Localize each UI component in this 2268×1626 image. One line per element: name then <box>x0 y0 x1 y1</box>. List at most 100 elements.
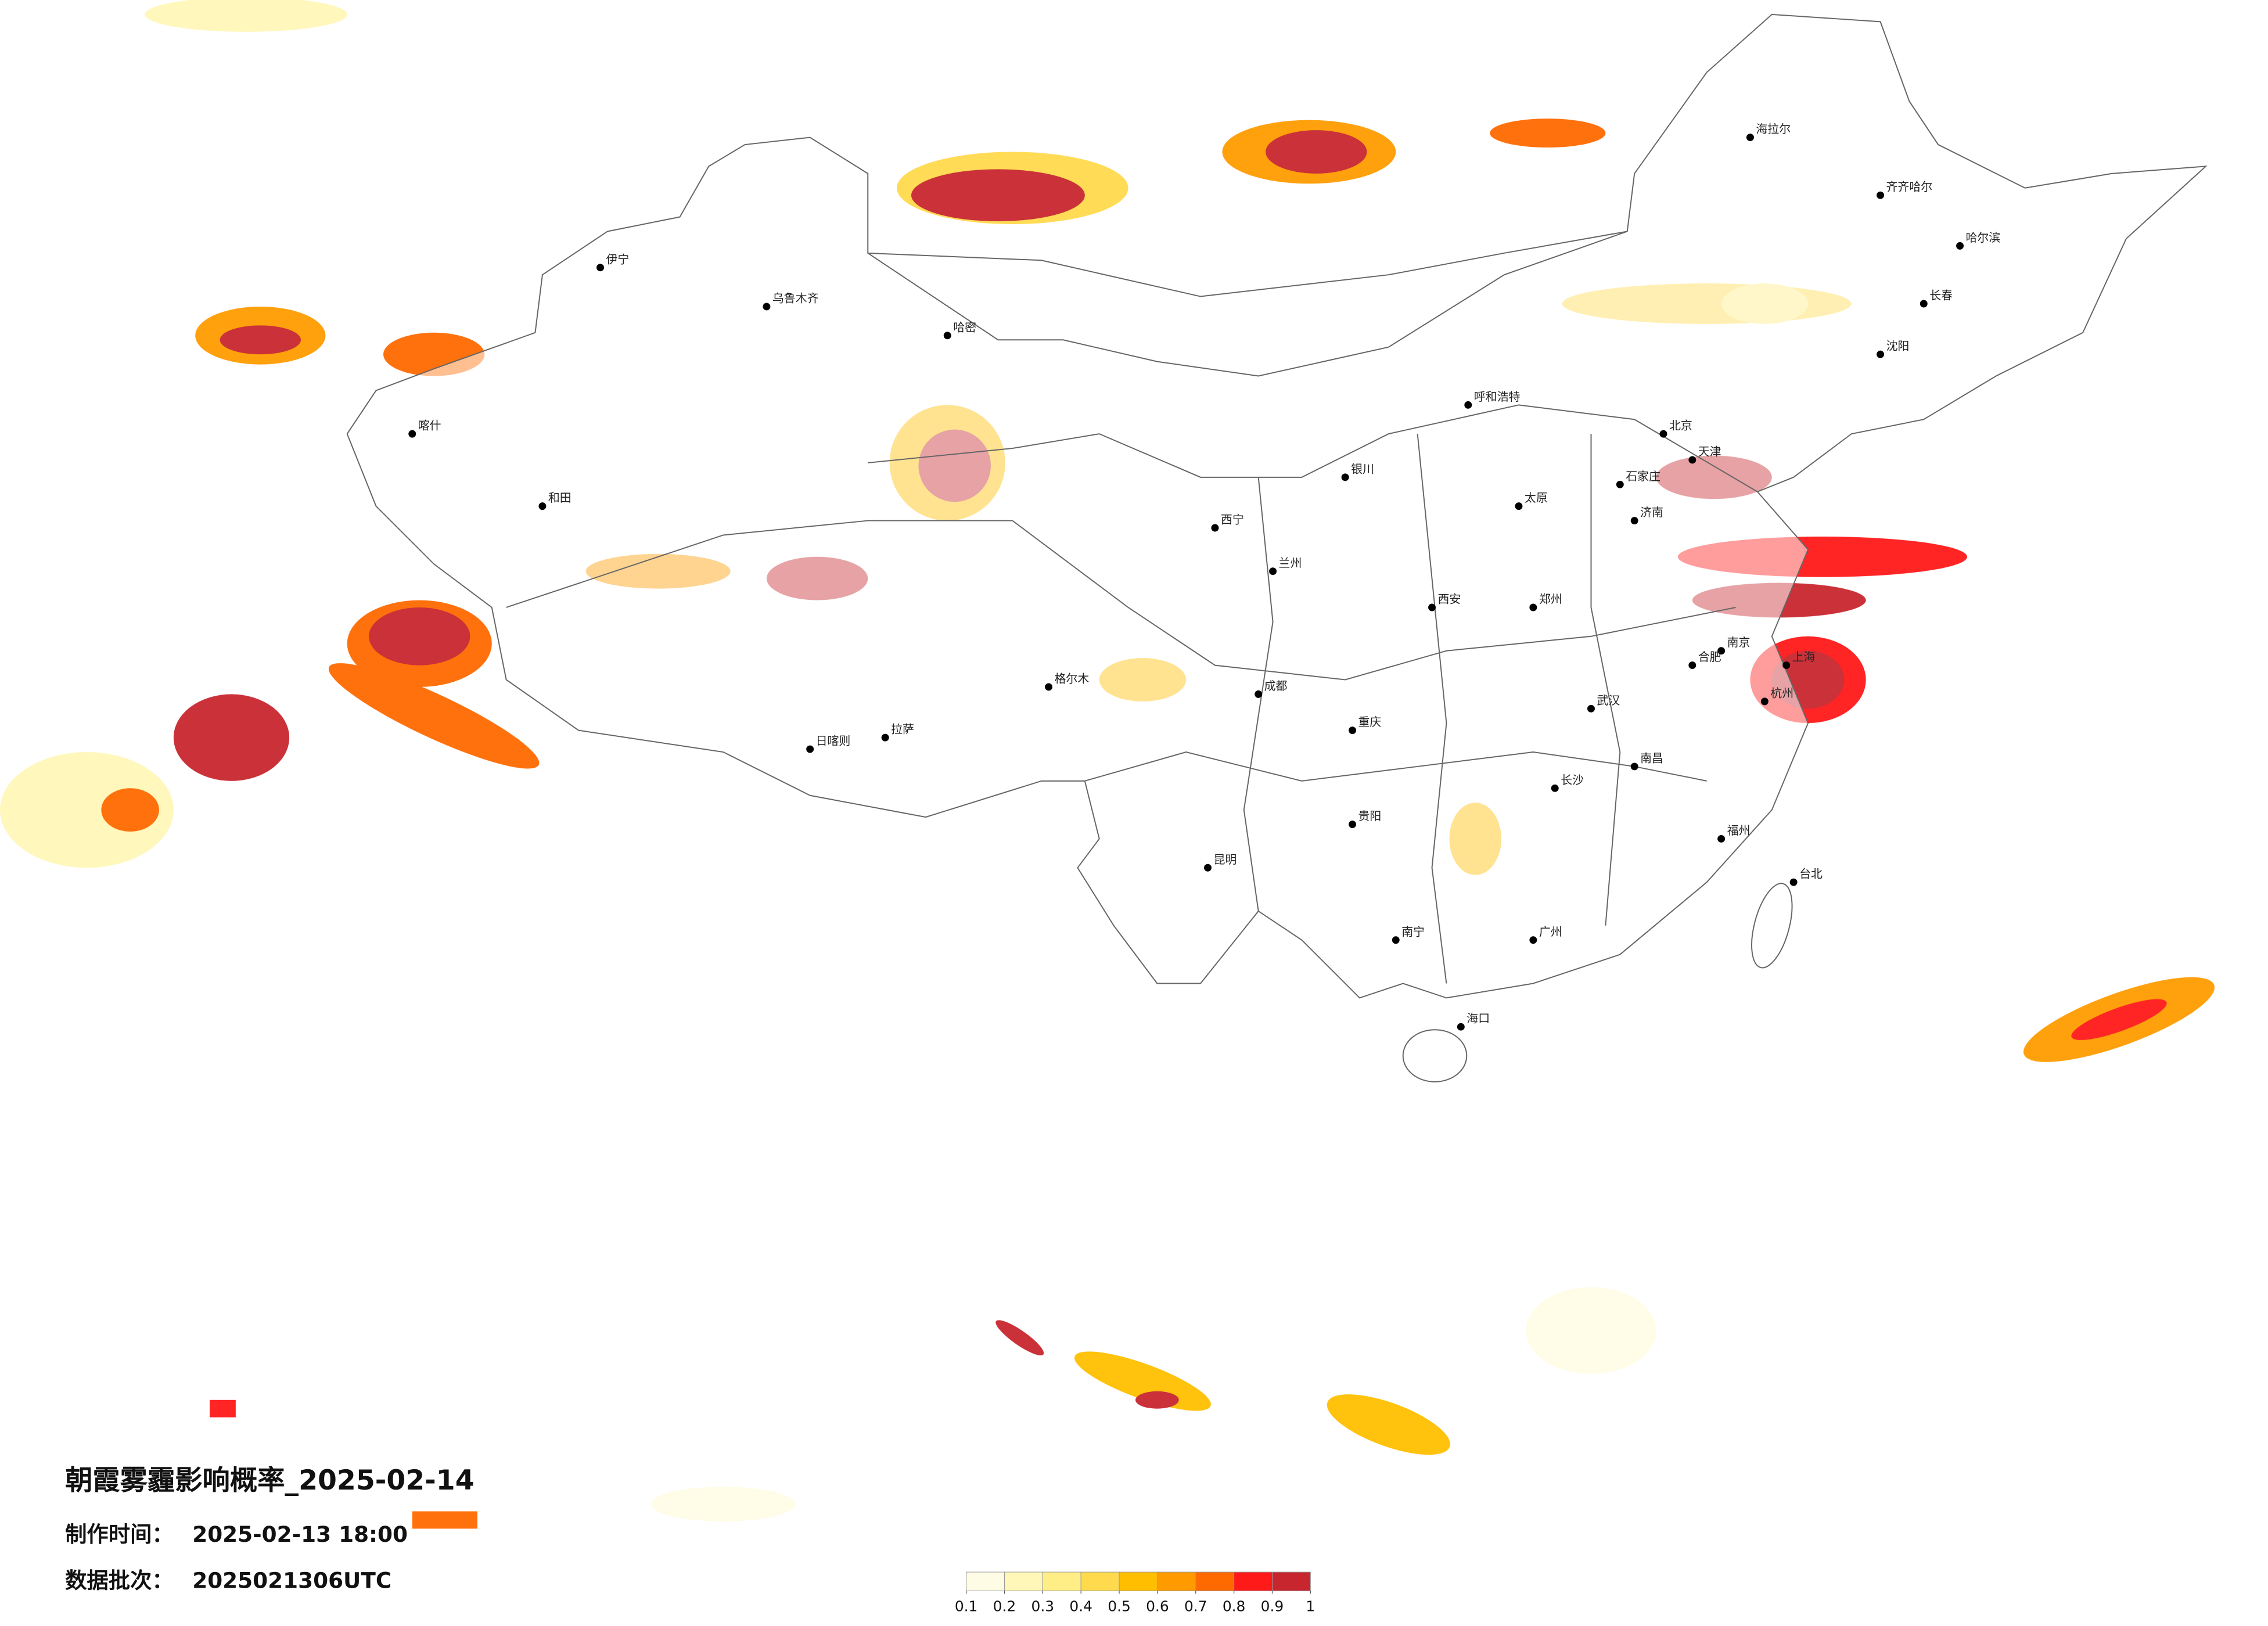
made-label: 制作时间： <box>65 1521 174 1547</box>
city-label: 太原 <box>1525 491 1548 505</box>
city-dot <box>1255 690 1263 698</box>
city-dot <box>1630 517 1638 525</box>
city-label: 南昌 <box>1640 751 1663 765</box>
city-label: 海拉尔 <box>1756 123 1791 136</box>
city-label: 郑州 <box>1539 593 1562 606</box>
city-dot <box>1211 524 1219 532</box>
legend-tick-label: 0.8 <box>1223 1598 1246 1614</box>
batch-value: 2025021306UTC <box>192 1567 391 1593</box>
city-dot <box>1630 762 1638 771</box>
city-label: 沈阳 <box>1886 340 1910 353</box>
city-label: 上海 <box>1792 650 1816 664</box>
city-label: 喀什 <box>418 419 441 433</box>
city-dot <box>1877 191 1885 199</box>
legend-tick-label: 1 <box>1306 1598 1315 1614</box>
city-label: 贵阳 <box>1358 810 1382 823</box>
city-label: 武汉 <box>1597 694 1620 707</box>
legend-swatch <box>1080 1571 1120 1591</box>
city-label: 乌鲁木齐 <box>772 292 819 305</box>
city-dot <box>1428 603 1436 611</box>
city-label: 日喀则 <box>816 735 851 748</box>
legend-tick-label: 0.2 <box>993 1598 1016 1614</box>
city-label: 齐齐哈尔 <box>1886 181 1933 194</box>
city-dot <box>806 745 814 753</box>
city-dot <box>763 303 771 311</box>
legend-tick-label: 0.6 <box>1146 1598 1169 1614</box>
city-dot <box>1956 242 1964 250</box>
city-dot <box>1349 821 1357 829</box>
city-dot <box>1789 878 1798 886</box>
city-label: 福州 <box>1727 824 1751 837</box>
city-dot <box>1551 784 1559 792</box>
legend-swatch <box>1004 1571 1043 1591</box>
city-layer: 北京天津上海广州重庆成都西安武汉拉萨乌鲁木齐哈尔滨长春沈阳郑州济南南京杭州福州南… <box>408 123 2000 1031</box>
legend-swatch <box>1195 1571 1235 1591</box>
city-label: 兰州 <box>1279 556 1302 570</box>
city-label: 长沙 <box>1561 774 1584 787</box>
city-dot <box>1782 661 1791 670</box>
city-label: 成都 <box>1264 679 1288 693</box>
map-title: 朝霞雾霾影响概率_2025-02-14 <box>65 1465 475 1497</box>
city-label: 广州 <box>1539 925 1562 938</box>
legend-tick-label: 0.7 <box>1184 1598 1207 1614</box>
legend-tick-label: 0.9 <box>1261 1598 1284 1614</box>
city-dot <box>1920 300 1928 308</box>
city-label: 台北 <box>1799 868 1823 881</box>
city-label: 拉萨 <box>891 723 914 736</box>
made-value: 2025-02-13 18:00 <box>192 1521 408 1547</box>
city-dot <box>1717 647 1726 655</box>
city-dot <box>1717 834 1726 843</box>
city-dot <box>1392 936 1400 944</box>
city-label: 北京 <box>1669 419 1692 433</box>
legend-swatch <box>1042 1571 1081 1591</box>
city-dot <box>1529 936 1537 944</box>
batch-label: 数据批次： <box>65 1567 174 1593</box>
city-label: 银川 <box>1351 462 1374 476</box>
city-label: 杭州 <box>1770 686 1793 700</box>
city-label: 合肥 <box>1698 650 1721 664</box>
legend-swatch <box>1234 1571 1273 1591</box>
city-dot <box>1688 661 1696 670</box>
city-dot <box>1659 430 1667 438</box>
city-dot <box>1746 134 1754 142</box>
city-dot <box>1457 1023 1465 1031</box>
city-label: 哈密 <box>953 321 976 334</box>
city-dot <box>1341 473 1349 481</box>
city-dot <box>596 264 605 272</box>
legend-swatch <box>1119 1571 1158 1591</box>
city-label: 西安 <box>1437 593 1461 606</box>
city-label: 呼和浩特 <box>1474 390 1521 404</box>
city-label: 南宁 <box>1401 925 1425 938</box>
city-dot <box>1760 697 1769 706</box>
city-label: 西宁 <box>1221 513 1244 527</box>
city-dot <box>1587 704 1595 713</box>
legend-tick-label: 0.4 <box>1069 1598 1092 1614</box>
city-dot <box>943 332 951 340</box>
city-dot <box>1204 864 1212 872</box>
city-label: 昆明 <box>1213 853 1237 866</box>
legend-swatch <box>1271 1571 1311 1591</box>
city-label: 济南 <box>1640 506 1663 519</box>
city-label: 天津 <box>1698 445 1721 458</box>
city-dot <box>1045 683 1053 691</box>
legend-tick-label: 0.5 <box>1108 1598 1131 1614</box>
city-dot <box>1269 567 1277 575</box>
city-label: 长春 <box>1929 289 1953 303</box>
city-dot <box>1529 603 1537 611</box>
legend-tick-label: 0.3 <box>1031 1598 1055 1614</box>
city-dot <box>1349 726 1357 735</box>
city-label: 石家庄 <box>1626 470 1660 483</box>
city-dot <box>1877 350 1885 358</box>
city-label: 和田 <box>548 491 572 505</box>
city-dot <box>1616 480 1624 488</box>
city-label: 南京 <box>1727 636 1751 649</box>
city-dot <box>408 430 416 438</box>
city-label: 重庆 <box>1358 715 1382 729</box>
legend-tick-label: 0.1 <box>955 1598 978 1614</box>
legend: 0.1 0.2 0.3 0.4 0.5 0.6 0.7 0.8 0.9 1 <box>955 1571 1315 1614</box>
city-label: 海口 <box>1467 1012 1490 1026</box>
city-dot <box>1515 502 1523 510</box>
city-dot <box>1688 456 1696 464</box>
